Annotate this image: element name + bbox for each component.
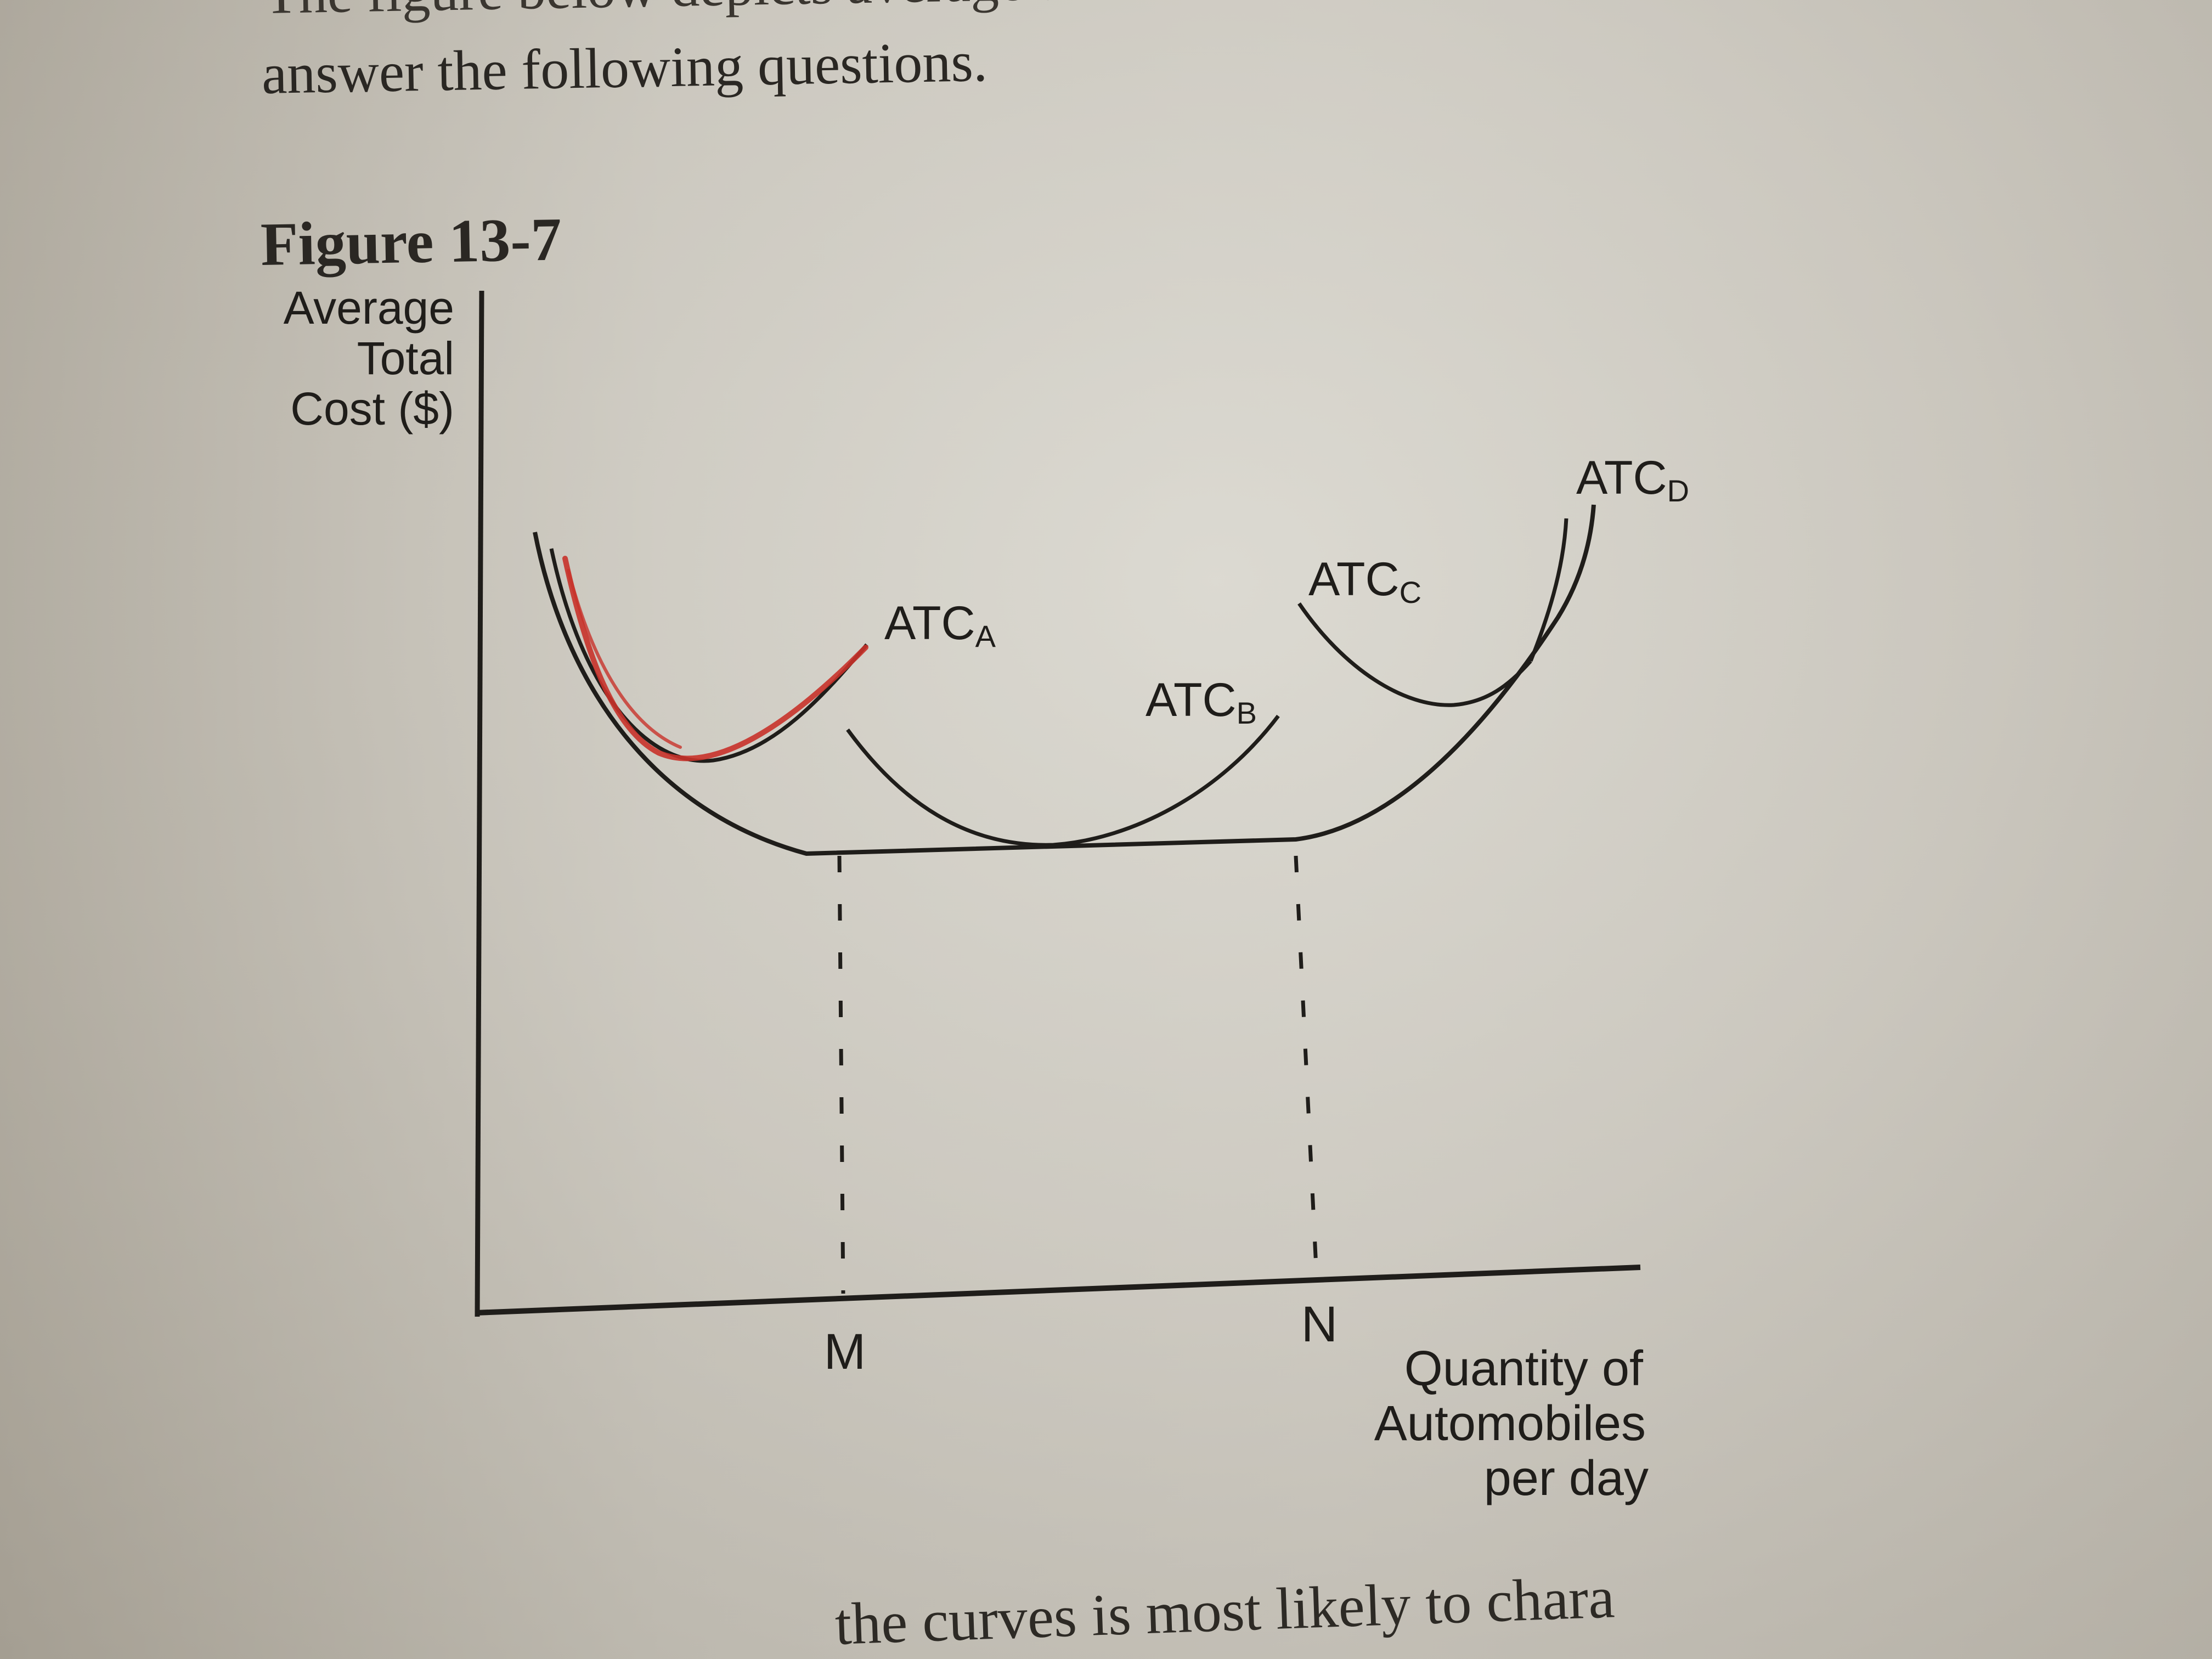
x-axis-label-line-3: per day (1484, 1451, 1649, 1506)
y-axis-label-line-3: Cost ($) (290, 383, 454, 435)
dashed-guide-n (1294, 855, 1319, 1279)
atc-b-label-subscript: B (1237, 696, 1257, 730)
y-axis (475, 290, 484, 1317)
x-axis (475, 1265, 1641, 1316)
y-axis-label-line-2: Total (357, 332, 454, 384)
atc-c-curve (1297, 602, 1532, 707)
y-axis-label-line-1: Average (284, 282, 454, 334)
atc-d-label-name: ATC (1576, 452, 1667, 504)
x-tick-m: M (824, 1324, 866, 1380)
dashed-guide-m (837, 855, 845, 1294)
atc-c-label-name: ATC (1308, 553, 1400, 606)
atc-b-label-name: ATC (1146, 674, 1237, 726)
atc-a-label-name: ATC (884, 597, 975, 650)
atc-a-label: ATCA (884, 597, 996, 653)
long-run-average-cost-curve (533, 504, 1596, 856)
atc-d-curve (1528, 518, 1568, 662)
atc-b-curve (846, 714, 1280, 847)
atc-d-label: ATCD (1576, 452, 1689, 508)
red-pen-annotation-stroke-2 (567, 569, 682, 749)
x-axis-label-line-2: Automobiles (1374, 1396, 1646, 1451)
atc-b-label: ATCB (1146, 674, 1257, 730)
x-axis-label-line-1: Quantity of (1404, 1341, 1644, 1396)
x-tick-n: N (1301, 1296, 1338, 1352)
atc-c-label-subscript: C (1400, 575, 1421, 610)
red-pen-annotation (562, 556, 868, 761)
atc-d-label-subscript: D (1667, 473, 1689, 508)
atc-a-curve (549, 548, 868, 763)
atc-c-label: ATCC (1308, 553, 1421, 610)
atc-a-label-subscript: A (975, 619, 996, 653)
